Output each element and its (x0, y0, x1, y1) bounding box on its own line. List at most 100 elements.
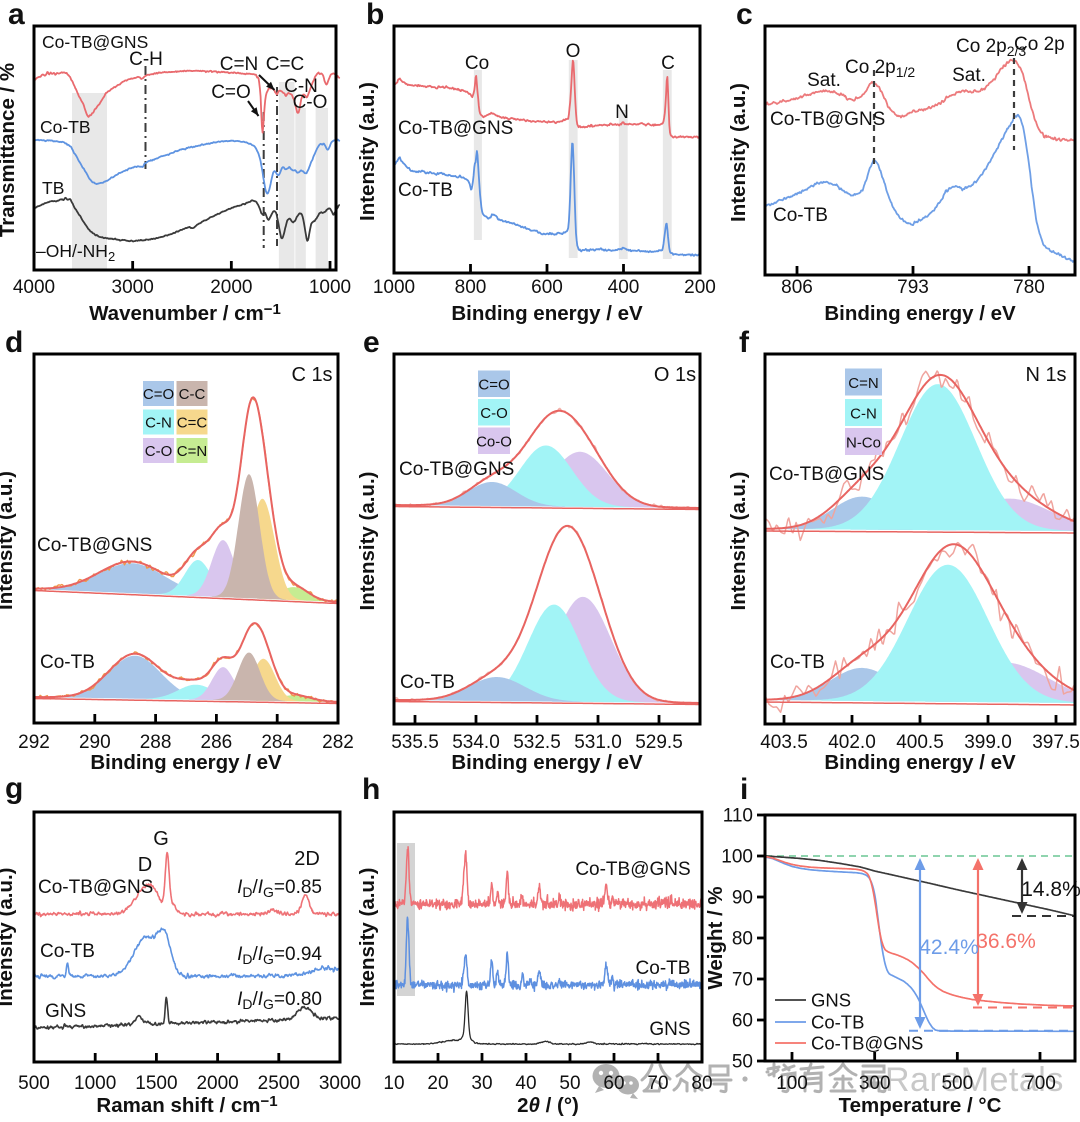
svg-text:292: 292 (18, 732, 50, 753)
svg-text:500: 500 (18, 1073, 50, 1094)
svg-text:C=N: C=N (177, 443, 207, 460)
svg-text:Intensity (a.u.): Intensity (a.u.) (727, 472, 750, 611)
svg-text:Co-TB@GNS: Co-TB@GNS (42, 32, 148, 52)
svg-text:Co-TB@GNS: Co-TB@GNS (770, 109, 885, 130)
svg-text:N: N (615, 102, 629, 123)
svg-text:Intensity (a.u.): Intensity (a.u.) (0, 868, 17, 1007)
svg-text:C-N: C-N (850, 406, 877, 423)
svg-text:50: 50 (559, 1073, 580, 1094)
svg-text:D: D (138, 854, 152, 876)
svg-text:–OH/-NH2: –OH/-NH2 (36, 241, 115, 264)
svg-text:Co-TB: Co-TB (40, 941, 95, 962)
svg-text:70: 70 (647, 1073, 668, 1094)
svg-text:C=N: C=N (220, 54, 259, 75)
svg-text:Intensity (a.u.): Intensity (a.u.) (356, 82, 379, 221)
svg-text:ID/IG=0.80: ID/IG=0.80 (237, 989, 322, 1012)
svg-text:80: 80 (691, 1073, 712, 1094)
svg-text:Sat.: Sat. (807, 70, 841, 91)
svg-text:529.5: 529.5 (635, 732, 683, 753)
svg-text:C-H: C-H (129, 49, 163, 70)
svg-text:TB: TB (42, 178, 64, 198)
svg-text:534.0: 534.0 (452, 732, 500, 753)
svg-text:42.4%: 42.4% (919, 936, 979, 959)
svg-text:30: 30 (471, 1073, 492, 1094)
svg-text:Raman shift / cm−1: Raman shift / cm−1 (96, 1093, 277, 1117)
svg-text:f: f (739, 326, 750, 359)
svg-text:402.0: 402.0 (828, 732, 876, 753)
svg-text:1000: 1000 (74, 1073, 116, 1094)
svg-text:3000: 3000 (319, 1073, 361, 1094)
svg-text:110: 110 (723, 806, 753, 827)
svg-text:Binding energy / eV: Binding energy / eV (451, 302, 643, 325)
svg-text:N 1s: N 1s (1025, 364, 1066, 386)
svg-text:286: 286 (201, 732, 233, 753)
svg-text:2D: 2D (294, 848, 320, 870)
svg-text:G: G (153, 828, 169, 850)
svg-text:36.6%: 36.6% (976, 930, 1036, 953)
svg-text:C-N: C-N (284, 76, 318, 97)
svg-text:403.5: 403.5 (760, 732, 808, 753)
svg-text:Co-TB@GNS: Co-TB@GNS (38, 877, 153, 898)
svg-text:1500: 1500 (135, 1073, 177, 1094)
svg-text:90: 90 (732, 888, 753, 909)
svg-text:14.8%: 14.8% (1021, 878, 1080, 901)
svg-text:Sat.: Sat. (952, 65, 986, 86)
svg-text:399.0: 399.0 (964, 732, 1012, 753)
svg-text:20: 20 (427, 1073, 448, 1094)
svg-text:806: 806 (781, 277, 813, 298)
svg-text:531.0: 531.0 (574, 732, 622, 753)
svg-text:700: 700 (1024, 1073, 1056, 1094)
svg-text:Co-TB: Co-TB (636, 958, 691, 979)
svg-text:C-O: C-O (145, 443, 173, 460)
svg-text:Intensity (a.u.): Intensity (a.u.) (0, 471, 17, 610)
svg-text:i: i (740, 773, 748, 806)
svg-text:300: 300 (859, 1073, 891, 1094)
svg-text:60: 60 (732, 1011, 753, 1032)
svg-text:N-Co: N-Co (846, 435, 881, 452)
svg-text:C=N: C=N (848, 375, 878, 392)
svg-text:1000: 1000 (373, 277, 415, 298)
svg-text:Intensity (a.u.): Intensity (a.u.) (356, 868, 379, 1007)
svg-text:290: 290 (79, 732, 111, 753)
svg-text:O: O (566, 41, 581, 62)
svg-text:Co-TB@GNS: Co-TB@GNS (399, 459, 514, 480)
svg-text:C-O: C-O (293, 92, 328, 113)
svg-text:2θ / (°): 2θ / (°) (517, 1094, 579, 1117)
svg-text:C=C: C=C (177, 415, 208, 432)
svg-text:535.5: 535.5 (391, 732, 439, 753)
svg-text:GNS: GNS (649, 1019, 690, 1040)
svg-text:h: h (362, 773, 380, 806)
svg-text:Co-TB@GNS: Co-TB@GNS (575, 859, 690, 880)
svg-text:Weight / %: Weight / % (704, 886, 727, 989)
svg-text:Binding energy / eV: Binding energy / eV (451, 751, 643, 774)
svg-text:100: 100 (721, 847, 753, 868)
svg-text:Co-TB@GNS: Co-TB@GNS (769, 464, 884, 485)
svg-text:60: 60 (603, 1073, 624, 1094)
svg-text:2000: 2000 (196, 1073, 238, 1094)
svg-text:Co-TB: Co-TB (811, 1012, 864, 1033)
svg-text:Wavenumber / cm−1: Wavenumber / cm−1 (89, 301, 281, 325)
svg-text:C-C: C-C (179, 386, 206, 403)
svg-text:800: 800 (455, 277, 487, 298)
svg-text:C=C: C=C (266, 54, 305, 75)
svg-text:Co-O: Co-O (476, 434, 512, 451)
svg-text:ID/IG=0.94: ID/IG=0.94 (237, 944, 322, 967)
svg-text:2500: 2500 (258, 1073, 300, 1094)
svg-text:GNS: GNS (811, 990, 851, 1011)
svg-text:C-N: C-N (145, 415, 172, 432)
svg-text:780: 780 (1013, 277, 1045, 298)
svg-text:Binding energy / eV: Binding energy / eV (824, 751, 1016, 774)
svg-text:600: 600 (531, 277, 563, 298)
svg-text:Co-TB@GNS: Co-TB@GNS (37, 535, 152, 556)
svg-text:284: 284 (261, 732, 293, 753)
svg-text:g: g (5, 772, 23, 805)
svg-text:Intensity (a.u.): Intensity (a.u.) (727, 83, 750, 222)
svg-text:Co-TB: Co-TB (40, 117, 91, 137)
svg-text:Co-TB: Co-TB (400, 672, 455, 693)
svg-text:O 1s: O 1s (654, 364, 696, 386)
svg-text:288: 288 (140, 732, 172, 753)
svg-text:40: 40 (515, 1073, 536, 1094)
svg-text:d: d (5, 326, 23, 359)
svg-text:793: 793 (897, 277, 929, 298)
svg-text:c: c (736, 0, 753, 31)
